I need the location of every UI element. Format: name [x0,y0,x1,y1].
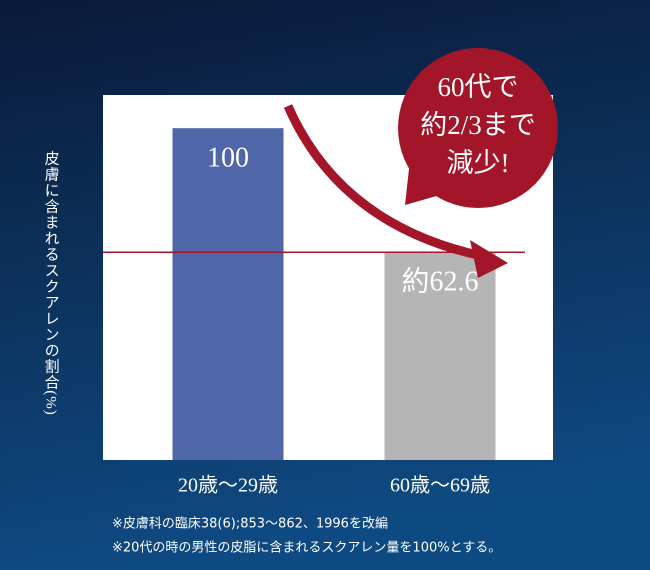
callout-bubble [398,48,558,208]
bar [384,252,496,460]
arrow-head [470,240,508,278]
x-tick-label: 20歳～29歳 [178,474,278,497]
y-axis-label: 皮膚に含まれるスクアレンの割合(%) [43,150,60,416]
footnote: ※皮膚科の臨床38(6);853～862、1996を改編 [112,516,388,532]
callout-text: 減少! [447,148,510,178]
callout-text: 約2/3まで [420,110,536,140]
arrow [283,104,483,261]
value-label: 約62.6 [401,266,478,298]
callout-tail [405,160,440,205]
bar [172,128,284,460]
callout-text: 60代で [438,72,519,102]
footnote: ※20代の時の男性の皮脂に含まれるスクアレン量を100%とする。 [112,540,501,556]
value-label: 100 [207,143,249,174]
x-tick-label: 60歳～69歳 [390,474,490,497]
